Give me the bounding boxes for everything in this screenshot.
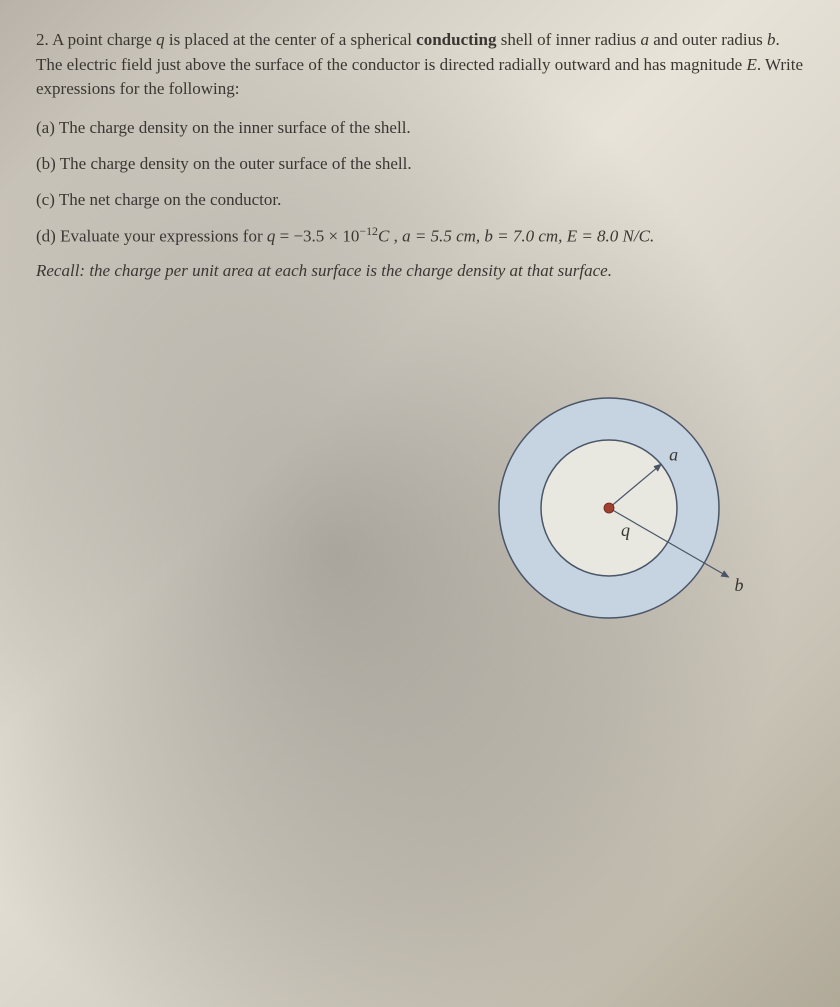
label-a: a (669, 444, 678, 464)
eq-q-exp: −12 (359, 224, 378, 238)
part-b-label: (b) (36, 154, 56, 173)
eq-q-eq: = (275, 227, 293, 246)
text: and outer radius (649, 30, 767, 49)
var-q: q (156, 30, 165, 49)
part-c: (c) The net charge on the conductor. (36, 188, 804, 212)
shell-diagram-svg: q a b (484, 368, 764, 648)
eq-q-unit: C (378, 227, 389, 246)
center-charge-dot (604, 503, 614, 513)
part-a-text: The charge density on the inner surface … (59, 118, 411, 137)
label-b: b (735, 575, 744, 595)
part-d-label: (d) (36, 227, 56, 246)
var-E: E (746, 55, 756, 74)
problem-statement: 2. A point charge q is placed at the cen… (36, 28, 804, 102)
label-q: q (621, 520, 630, 540)
recall-note: Recall: the charge per unit area at each… (36, 261, 804, 281)
part-c-label: (c) (36, 190, 55, 209)
part-b-text: The charge density on the outer surface … (60, 154, 412, 173)
conducting-word: conducting (416, 30, 496, 49)
part-d-prefix: Evaluate your expressions for (60, 227, 267, 246)
part-c-text: The net charge on the conductor. (59, 190, 282, 209)
part-b: (b) The charge density on the outer surf… (36, 152, 804, 176)
var-a: a (640, 30, 649, 49)
text: shell of inner radius (496, 30, 640, 49)
eq-a: a = 5.5 cm, (402, 227, 480, 246)
eq-b: b = 7.0 cm, (484, 227, 562, 246)
shell-diagram: q a b (484, 368, 764, 648)
problem-content: 2. A point charge q is placed at the cen… (36, 28, 804, 281)
problem-number: 2. (36, 30, 49, 49)
eq-E: E = 8.0 N/C. (567, 227, 655, 246)
text: A point charge (52, 30, 156, 49)
text: is placed at the center of a spherical (165, 30, 417, 49)
part-a: (a) The charge density on the inner surf… (36, 116, 804, 140)
part-a-label: (a) (36, 118, 55, 137)
eq-q-rhs: −3.5 × 10 (293, 227, 359, 246)
var-b: b (767, 30, 776, 49)
sep: , (389, 227, 402, 246)
part-d: (d) Evaluate your expressions for q = −3… (36, 223, 804, 248)
